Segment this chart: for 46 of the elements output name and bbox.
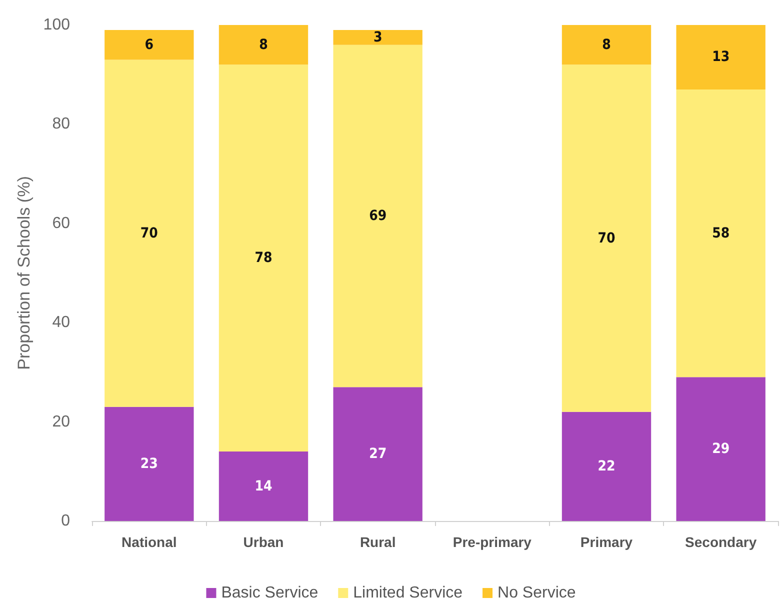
y-tick-label: 100 [43,16,70,34]
bar [333,44,422,388]
y-tick-label: 80 [52,116,70,133]
data-label: 13 [712,49,730,66]
bar [218,452,308,521]
x-tick-label: Rural [360,534,396,550]
bar [676,25,766,90]
x-tick-label: Pre-primary [452,534,532,550]
legend-label: Basic Service [221,584,318,602]
x-tick-label: National [122,534,177,550]
y-tick-label: 60 [52,214,70,232]
x-tick-label: Urban [243,534,284,550]
y-tick-label: 40 [52,314,70,332]
data-label: 22 [598,458,616,474]
data-label: 70 [140,225,158,242]
data-label: 14 [254,478,272,494]
data-label: 78 [254,250,272,266]
bar [333,30,422,45]
x-tick-label: Secondary [685,534,757,550]
y-tick-label: 0 [61,512,70,530]
bar [104,30,194,60]
data-label: 23 [140,456,158,472]
bar [218,25,308,65]
data-label: 58 [712,225,730,242]
data-label: 6 [144,36,154,53]
legend-label: Limited Service [353,584,463,602]
data-label: 27 [369,446,387,462]
y-tick-label: 20 [52,413,70,430]
data-label: 69 [369,208,387,224]
bar [676,89,766,378]
legend-label: No Service [498,584,576,602]
bar [676,377,766,521]
data-label: 70 [598,230,616,246]
data-label: 8 [259,36,268,53]
data-label: 8 [602,36,611,53]
bar [562,64,652,412]
bar [562,412,652,521]
data-label: 29 [712,441,730,458]
bar [333,387,422,521]
x-tick-label: Primary [580,534,633,550]
bar [104,406,194,521]
bar [104,60,194,407]
y-axis-title: Proportion of Schools (%) [14,176,34,370]
data-label: 3 [373,29,382,46]
bar [218,64,308,452]
bar [562,25,652,65]
